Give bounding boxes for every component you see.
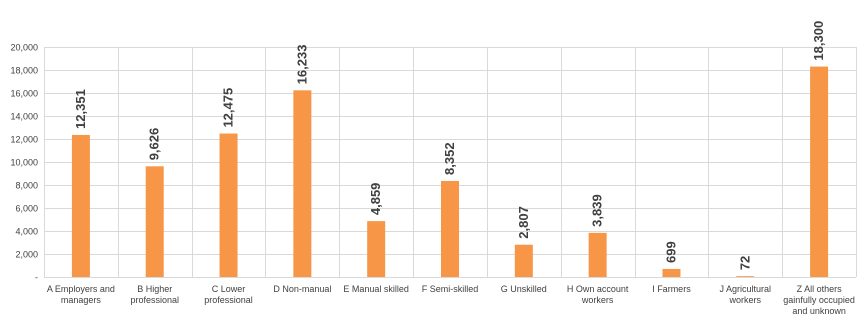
category-label: D Non-manual xyxy=(273,284,331,294)
y-axis-ticks: - 2,000 4,000 6,000 8,000 10,000 12,000 14,000 1… xyxy=(10,43,38,283)
y-tick-label: 16,000 xyxy=(10,89,38,99)
bar xyxy=(367,221,386,277)
y-tick-label: 10,000 xyxy=(10,158,38,168)
data-label: 4,859 xyxy=(368,183,383,216)
y-tick-label: 6,000 xyxy=(15,204,38,214)
y-tick-label: 12,000 xyxy=(10,135,38,145)
bar xyxy=(810,66,829,277)
category-label: G Unskilled xyxy=(501,284,547,294)
category-label: F Semi-skilled xyxy=(422,284,479,294)
data-label: 9,626 xyxy=(147,128,162,161)
category-label: C Lower professional xyxy=(204,284,253,305)
category-label: J Agricultural workers xyxy=(720,284,772,305)
x-axis-categories: A Employers and managers B Higher professio… xyxy=(47,284,855,316)
data-label: 12,475 xyxy=(221,88,236,128)
y-tick-label: 4,000 xyxy=(15,227,38,237)
y-tick-label: - xyxy=(35,273,38,283)
grid-layer xyxy=(44,47,857,278)
bar xyxy=(441,180,459,277)
data-label: 8,352 xyxy=(442,142,457,175)
data-label: 72 xyxy=(737,256,752,270)
y-tick-label: 20,000 xyxy=(10,43,38,53)
data-label: 699 xyxy=(663,241,678,263)
bar xyxy=(736,276,755,277)
data-label: 2,807 xyxy=(516,206,531,239)
data-labels: 12,351 9,626 12,475 16,233 4,859 8,352 2,807 3,… xyxy=(73,21,826,270)
y-tick-label: 8,000 xyxy=(15,181,38,191)
category-label: A Employers and managers xyxy=(47,284,115,305)
category-label: I Farmers xyxy=(652,284,691,294)
category-label: E Manual skilled xyxy=(343,284,409,294)
category-label: H Own account workers xyxy=(567,284,629,305)
bar xyxy=(514,244,533,277)
data-label: 12,351 xyxy=(73,89,88,129)
bar xyxy=(145,166,164,277)
data-label: 16,233 xyxy=(294,45,309,85)
y-tick-label: 2,000 xyxy=(15,250,38,260)
bars xyxy=(71,66,829,278)
bar xyxy=(219,133,238,277)
y-tick-label: 18,000 xyxy=(10,66,38,76)
bar xyxy=(588,232,607,277)
data-label: 3,839 xyxy=(590,194,605,227)
bar xyxy=(293,90,312,278)
y-tick-label: 14,000 xyxy=(10,112,38,122)
category-label: B Higher professional xyxy=(130,284,179,305)
bar xyxy=(662,268,681,277)
bar xyxy=(71,134,90,277)
data-label: 18,300 xyxy=(811,21,826,61)
category-label: Z All others gainfully occupied and unknow… xyxy=(783,284,855,316)
